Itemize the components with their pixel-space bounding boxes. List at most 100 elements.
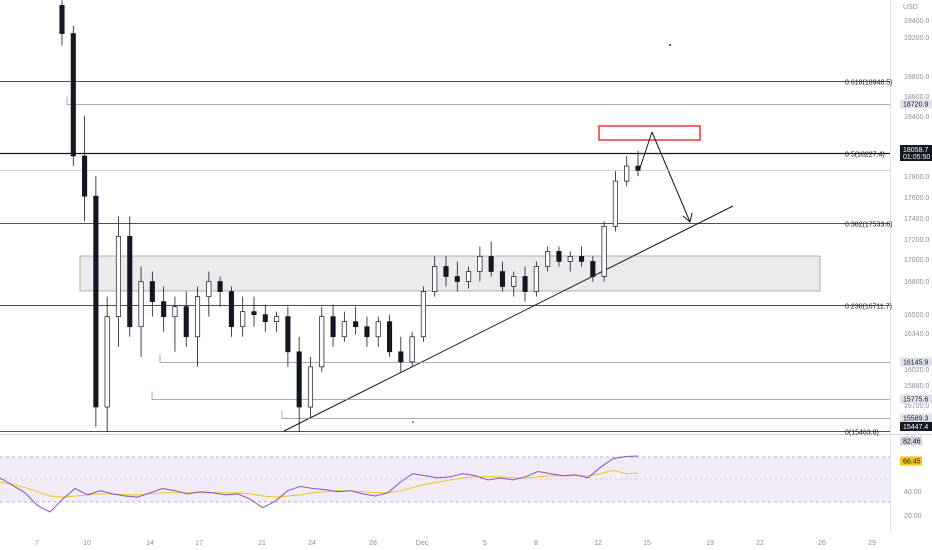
fib-label: 0.382(17533.6) bbox=[845, 222, 892, 229]
candle-bull bbox=[567, 256, 573, 262]
rsi-tick-label: 40.00 bbox=[904, 489, 922, 496]
candle-bear bbox=[127, 235, 133, 328]
candle-bear bbox=[70, 33, 76, 157]
rsi-value-badge[interactable] bbox=[900, 436, 922, 446]
last-price-label: 18058.7 bbox=[903, 147, 928, 154]
candle-bear bbox=[556, 251, 562, 262]
price-tick-label: 19200.0 bbox=[904, 35, 929, 42]
candle-bull bbox=[194, 296, 201, 338]
candle-bear bbox=[522, 276, 528, 292]
candle-bear bbox=[251, 311, 257, 316]
time-tick-label: 15 bbox=[643, 540, 651, 547]
price-tick-label: 17200.0 bbox=[904, 237, 929, 244]
price-level-badge[interactable] bbox=[900, 413, 932, 423]
candle-bear bbox=[262, 314, 268, 323]
candle-bull bbox=[307, 366, 314, 408]
candle-countdown: 01:05:50 bbox=[903, 154, 930, 161]
price-tick-label: 16800.0 bbox=[904, 279, 929, 286]
price-tick-label: 15880.0 bbox=[904, 383, 929, 390]
candle-bull bbox=[341, 321, 347, 338]
candle-bear bbox=[353, 321, 359, 328]
price-tick-label: 18800.0 bbox=[904, 74, 929, 81]
time-tick-label: 10 bbox=[83, 540, 91, 547]
candle-bear bbox=[635, 165, 641, 171]
consolidation-range-box bbox=[79, 255, 821, 292]
price-tick-label: 17400.0 bbox=[904, 216, 929, 223]
time-tick-label: 21 bbox=[258, 540, 266, 547]
candle-bear bbox=[93, 195, 99, 408]
candle-bear bbox=[454, 276, 460, 282]
candle-bull bbox=[115, 235, 122, 318]
time-tick-label: 28 bbox=[369, 540, 377, 547]
candle-bear bbox=[590, 261, 596, 277]
price-tick-label: 16020.0 bbox=[904, 367, 929, 374]
last-price-badge[interactable] bbox=[900, 145, 932, 161]
price-level-badge[interactable] bbox=[900, 357, 932, 367]
fib-label: 0(15463.8) bbox=[845, 430, 879, 437]
time-tick-label: 12 bbox=[594, 540, 602, 547]
candle-bear bbox=[82, 155, 88, 197]
candle-bear bbox=[296, 351, 302, 408]
horizontal-levels bbox=[0, 96, 890, 419]
candle-bear bbox=[386, 321, 393, 353]
projection-arrow-down bbox=[651, 131, 691, 223]
price-tick-label: 17000.0 bbox=[904, 257, 929, 264]
price-tick-label: 16340.0 bbox=[904, 331, 929, 338]
candle-bear bbox=[149, 281, 155, 302]
rsi-tick-labels: 40.00 20.00 bbox=[904, 489, 922, 520]
candle-bear bbox=[578, 256, 585, 262]
low-price-badge[interactable] bbox=[900, 422, 932, 431]
price-tick-label: 18400.0 bbox=[904, 114, 929, 121]
time-tick-label: 5 bbox=[483, 540, 487, 547]
candle-bear bbox=[398, 351, 404, 363]
candle-bear bbox=[217, 281, 223, 292]
candle-bear bbox=[183, 306, 189, 338]
time-tick-label: Dec bbox=[416, 540, 429, 547]
price-level-badge[interactable] bbox=[900, 394, 932, 404]
rsi-value-badge-label: 66.45 bbox=[903, 459, 921, 466]
candle-bull bbox=[274, 316, 280, 323]
annotation-dot bbox=[412, 421, 414, 423]
price-level-badge[interactable] bbox=[900, 99, 932, 109]
currency-label: USD bbox=[903, 4, 918, 11]
candle-bear bbox=[161, 301, 167, 318]
time-tick-label: 7 bbox=[35, 540, 39, 547]
rsi-value-badge[interactable] bbox=[900, 456, 922, 466]
candle-bull bbox=[375, 321, 381, 338]
candle-bull bbox=[466, 271, 472, 282]
candle-bull bbox=[612, 180, 618, 227]
candle-bull bbox=[409, 336, 415, 363]
candle-bear bbox=[443, 266, 449, 277]
candle-bull bbox=[533, 266, 539, 292]
time-tick-label: 29 bbox=[868, 540, 876, 547]
fib-label: 0.236(16711.7) bbox=[845, 304, 892, 311]
price-tick-labels: 19400.0 19200.0 18800.0 18600.0 18400.0 17800… bbox=[904, 18, 929, 410]
rsi-value-badge-label: 82.46 bbox=[903, 439, 921, 446]
price-tick-label: 16500.0 bbox=[904, 312, 929, 319]
candle-bull bbox=[104, 316, 110, 408]
candle-bear bbox=[285, 316, 291, 353]
rsi-tick-label: 20.00 bbox=[904, 513, 922, 520]
main-pane-background bbox=[0, 0, 890, 432]
candle-bull bbox=[172, 306, 178, 318]
candle-bull bbox=[138, 281, 144, 328]
low-price-label: 15447.4 bbox=[903, 424, 928, 431]
candle-bull bbox=[319, 316, 325, 368]
time-tick-label: 17 bbox=[195, 540, 203, 547]
candle-bull bbox=[624, 165, 630, 182]
time-tick-label: 8 bbox=[534, 540, 538, 547]
candle-bull bbox=[601, 225, 607, 277]
time-axis[interactable]: 7 10 14 17 21 24 28 Dec 5 8 12 15 19 22 26 29 bbox=[35, 540, 876, 547]
projection-arrow-head bbox=[682, 212, 693, 223]
fib-label: 0.5(18227.4) bbox=[845, 152, 885, 159]
price-tick-label: 15700.0 bbox=[904, 403, 929, 410]
candle-bull bbox=[511, 276, 517, 287]
fib-label: 0.618(18948.5) bbox=[845, 80, 892, 87]
price-tick-label: 18600.0 bbox=[904, 94, 929, 101]
candle-bull bbox=[432, 266, 438, 292]
rsi-line bbox=[0, 455, 639, 513]
annotation-dot bbox=[669, 44, 671, 46]
projection-arrow-up bbox=[639, 131, 653, 169]
candle-bear bbox=[59, 5, 65, 34]
